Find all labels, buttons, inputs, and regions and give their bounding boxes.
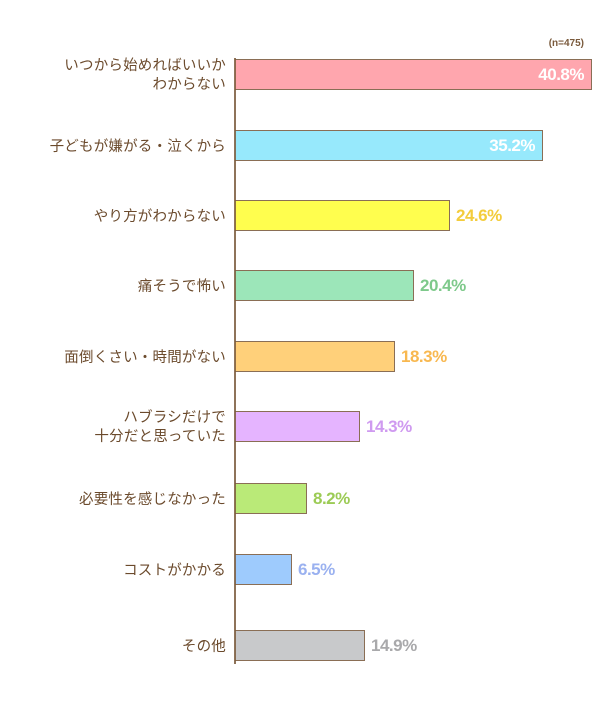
value-label: 35.2%	[489, 136, 535, 155]
bar-row: その他 14.9%	[0, 630, 600, 664]
bar-row: 面倒くさい・時間がない 18.3%	[0, 341, 600, 375]
value-label: 8.2%	[313, 489, 350, 508]
bar	[235, 630, 365, 661]
bar-row: 子どもが嫌がる・泣くから 35.2%	[0, 130, 600, 164]
category-label: 必要性を感じなかった	[79, 491, 226, 508]
value-label: 24.6%	[456, 206, 502, 225]
bar	[235, 59, 592, 90]
category-label: コストがかかる	[123, 562, 226, 579]
category-label: 子どもが嫌がる・泣くから	[49, 138, 226, 155]
bar	[235, 483, 307, 514]
bar	[235, 270, 414, 301]
y-axis-line	[234, 58, 236, 664]
value-label: 14.3%	[366, 417, 412, 436]
category-label: ハブラシだけで 十分だと思っていた	[94, 410, 226, 445]
category-label: その他	[181, 638, 226, 655]
category-label: 面倒くさい・時間がない	[64, 349, 226, 366]
sample-size-label: (n=475)	[548, 38, 584, 49]
value-label: 6.5%	[298, 560, 335, 579]
bar-row: ハブラシだけで 十分だと思っていた 14.3%	[0, 410, 600, 445]
bar	[235, 130, 543, 161]
bar-row: いつから始めればいいか わからない 40.8%	[0, 58, 600, 93]
value-label: 40.8%	[538, 65, 584, 84]
bar-row: コストがかかる 6.5%	[0, 554, 600, 588]
bar-row: 痛そうで怖い 20.4%	[0, 270, 600, 304]
value-label: 18.3%	[401, 347, 447, 366]
bar	[235, 341, 395, 372]
bar-row: 必要性を感じなかった 8.2%	[0, 483, 600, 517]
category-label: 痛そうで怖い	[137, 278, 226, 295]
bar	[235, 554, 292, 585]
category-label: やり方がわからない	[93, 208, 226, 225]
value-label: 14.9%	[371, 636, 417, 655]
bar-row: やり方がわからない 24.6%	[0, 200, 600, 234]
value-label: 20.4%	[420, 276, 466, 295]
category-label: いつから始めればいいか わからない	[64, 58, 226, 93]
bar	[235, 411, 360, 442]
bar	[235, 200, 450, 231]
